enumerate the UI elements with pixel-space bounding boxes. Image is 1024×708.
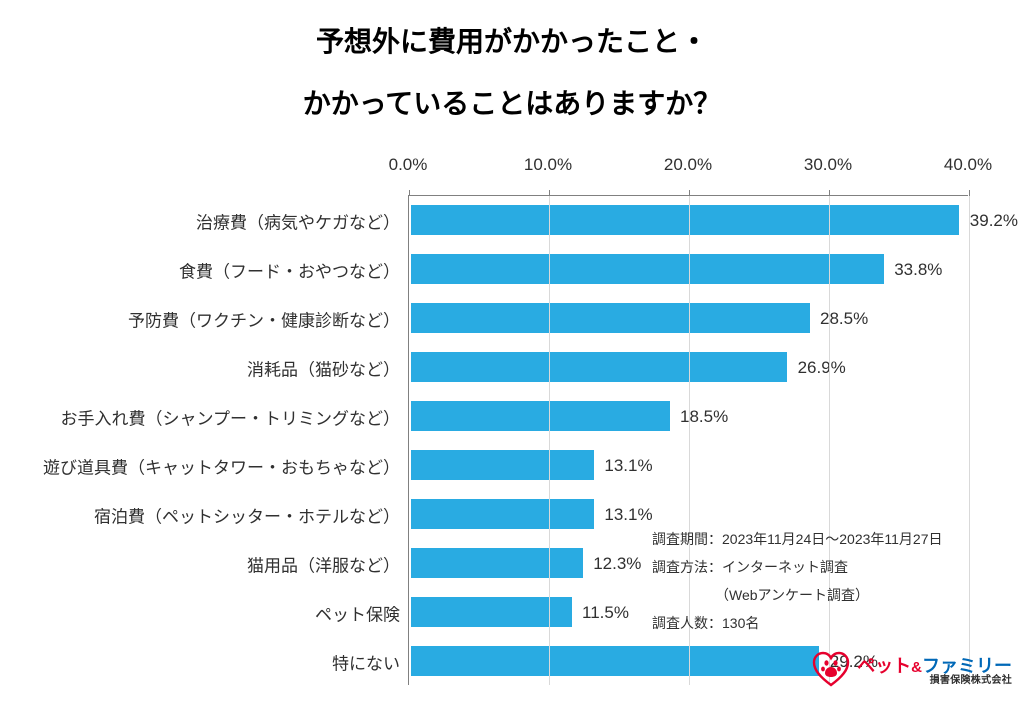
brand-pet: ペット: [857, 656, 911, 676]
brand-logo: ペット&ファミリー 損害保険株式会社: [811, 649, 1012, 694]
gridline: [969, 196, 970, 685]
bar: [411, 205, 960, 235]
info-line: （Webアンケート調査）: [652, 581, 943, 609]
value-label: 13.1%: [604, 505, 652, 525]
x-tick-label: 40.0%: [944, 155, 992, 175]
bar: [411, 548, 583, 578]
bar: [411, 352, 788, 382]
category-label: 食費（フード・おやつなど）: [0, 257, 400, 282]
category-label: 特にない: [0, 649, 400, 674]
chart-title: 予想外に費用がかかったこと・ かかっていることはありますか？: [0, 0, 1024, 118]
category-label: ペット保険: [0, 600, 400, 625]
brand-text: ペット&ファミリー 損害保険株式会社: [857, 657, 1012, 686]
x-tick-mark: [409, 190, 410, 196]
x-tick-label: 10.0%: [524, 155, 572, 175]
brand-family: ファミリー: [922, 656, 1012, 676]
category-label: お手入れ費（シャンプー・トリミングなど）: [0, 404, 400, 429]
x-tick-mark: [689, 190, 690, 196]
title-line-2: かかっていることはありますか？: [0, 90, 1024, 118]
value-label: 28.5%: [820, 309, 868, 329]
value-label: 33.8%: [894, 260, 942, 280]
category-label: 宿泊費（ペットシッター・ホテルなど）: [0, 502, 400, 527]
heart-paw-icon: [811, 649, 851, 694]
x-tick-mark: [829, 190, 830, 196]
bar: [411, 303, 810, 333]
value-label: 13.1%: [604, 456, 652, 476]
value-label: 12.3%: [593, 554, 641, 574]
bar: [411, 499, 594, 529]
bar: [411, 646, 820, 676]
x-tick-mark: [969, 190, 970, 196]
category-label: 予防費（ワクチン・健康診断など）: [0, 306, 400, 331]
info-line: 調査人数：130名: [652, 609, 943, 637]
category-label: 猫用品（洋服など）: [0, 551, 400, 576]
x-tick-label: 20.0%: [664, 155, 712, 175]
category-label: 消耗品（猫砂など）: [0, 355, 400, 380]
gridline: [549, 196, 550, 685]
value-label: 26.9%: [798, 358, 846, 378]
x-tick-label: 30.0%: [804, 155, 852, 175]
x-tick-label: 0.0%: [389, 155, 428, 175]
title-line-1: 予想外に費用がかかったこと・: [0, 28, 1024, 56]
category-label: 治療費（病気やケガなど）: [0, 208, 400, 233]
value-label: 18.5%: [680, 407, 728, 427]
x-axis: 0.0%10.0%20.0%30.0%40.0%: [408, 155, 968, 195]
value-label: 11.5%: [582, 603, 629, 623]
category-label: 遊び道具費（キャットタワー・おもちゃなど）: [0, 453, 400, 478]
brand-amp: &: [911, 659, 922, 676]
brand-subtitle: 損害保険株式会社: [857, 676, 1012, 687]
survey-info: 調査期間：2023年11月24日～2023年11月27日調査方法：インターネット…: [652, 525, 943, 637]
value-label: 39.2%: [970, 211, 1018, 231]
info-line: 調査期間：2023年11月24日～2023年11月27日: [652, 525, 943, 553]
x-tick-mark: [549, 190, 550, 196]
info-line: 調査方法：インターネット調査: [652, 553, 943, 581]
bar: [411, 597, 572, 627]
bar: [411, 254, 884, 284]
bar: [411, 401, 670, 431]
bar: [411, 450, 594, 480]
